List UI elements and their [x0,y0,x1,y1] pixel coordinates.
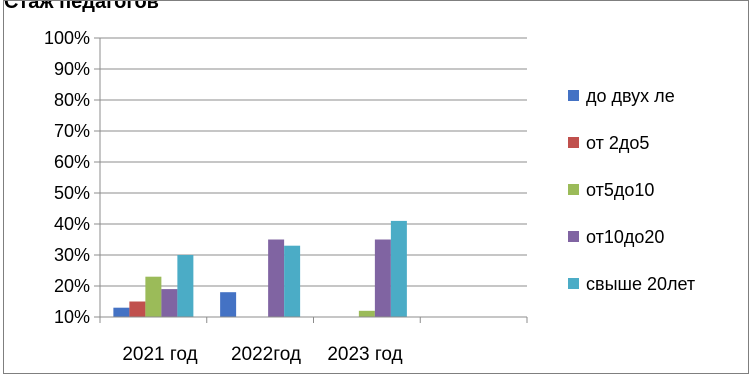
legend-item: от5до10 [568,180,654,200]
x-category-label: 2022год [231,344,301,365]
y-tick-label: 40% [54,214,90,234]
y-tick-label: 50% [54,183,90,203]
legend-label: от5до10 [586,180,654,200]
bar [145,276,162,317]
y-tick-label: 60% [54,152,90,172]
legend-swatch [568,90,579,101]
x-category-label: 2023 год [327,344,402,365]
legend-label: от10до20 [586,227,664,247]
legend-swatch [568,278,579,289]
y-tick-label: 80% [54,90,90,110]
legend-swatch [568,231,579,242]
legend-label: свыше 20лет [586,274,695,294]
bar [284,245,301,317]
legend-item: до двух ле [568,86,675,106]
bar [374,239,391,317]
y-tick-label: 30% [54,245,90,265]
legend-swatch [568,137,579,148]
x-category-label: 2021 год [122,344,197,365]
y-tick-label: 100% [44,28,90,48]
bar [113,307,130,317]
bar [161,289,178,317]
clipped-heading: Стаж педагогов [4,0,159,13]
legend-item: от10до20 [568,227,664,247]
y-tick-label: 20% [54,276,90,296]
chart-border [3,0,749,374]
bar [177,255,194,317]
bar [390,220,407,317]
bar [129,301,146,317]
legend-label: от 2до5 [586,133,649,153]
legend-item: от 2до5 [568,133,649,153]
bar [358,310,375,317]
legend-item: свыше 20лет [568,274,695,294]
bar [268,239,285,317]
y-tick-label: 10% [54,307,90,327]
bar [220,292,237,317]
legend-swatch [568,184,579,195]
y-tick-label: 90% [54,59,90,79]
y-tick-label: 70% [54,121,90,141]
legend-label: до двух ле [586,86,675,106]
